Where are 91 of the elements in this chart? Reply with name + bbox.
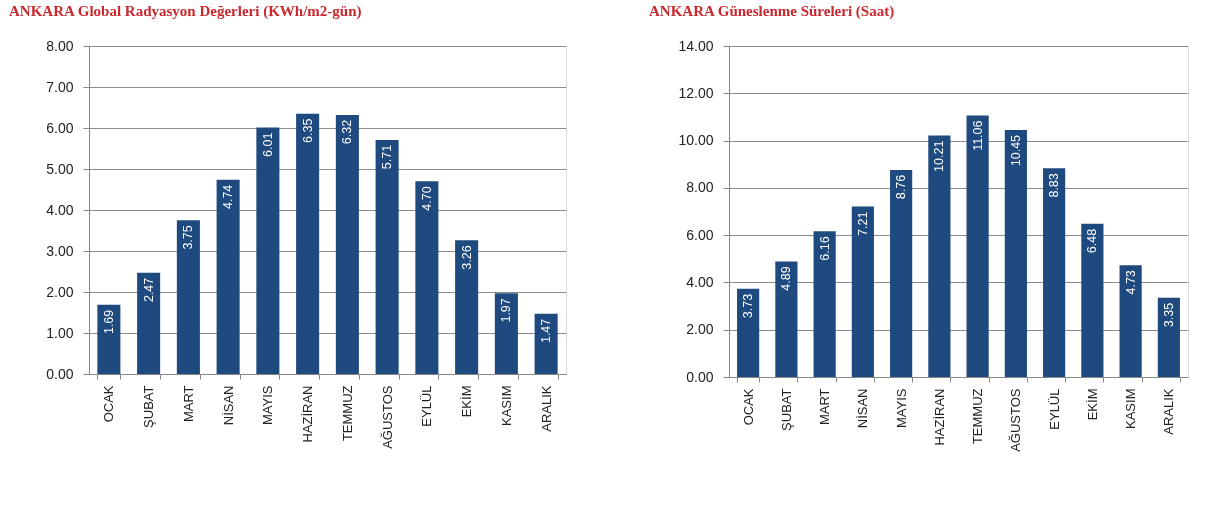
y-tick-label: 0.00 xyxy=(686,368,714,385)
data-label: 4.89 xyxy=(779,266,794,291)
data-label: 11.06 xyxy=(970,120,985,151)
data-label: 7.21 xyxy=(855,211,870,236)
data-label: 8.83 xyxy=(1047,173,1062,198)
bar xyxy=(176,220,200,374)
chart-title: ANKARA Güneslenme Süreleri (Saat) xyxy=(649,3,895,20)
data-label: 3.75 xyxy=(181,225,196,250)
x-tick-label: OCAK xyxy=(740,388,756,426)
y-tick-label: 8.00 xyxy=(46,37,74,54)
x-tick-label: EYLÜL xyxy=(419,385,435,427)
bar xyxy=(375,139,399,374)
x-tick-label: TEMMUZ xyxy=(970,388,986,445)
x-tick-label: EYLÜL xyxy=(1046,388,1062,430)
y-tick-label: 8.00 xyxy=(686,179,714,196)
data-label: 2.47 xyxy=(141,277,156,303)
x-tick-label: AĞUSTOS xyxy=(379,385,395,449)
x-tick-label: OCAK xyxy=(101,385,117,423)
data-label: 6.32 xyxy=(340,119,355,145)
x-tick-label: ARALIK xyxy=(538,385,554,432)
data-label: 4.74 xyxy=(221,184,236,209)
bar xyxy=(1043,168,1066,377)
data-label: 3.26 xyxy=(459,245,474,270)
y-tick-label: 3.00 xyxy=(46,242,74,259)
x-tick-label: EKİM xyxy=(459,385,475,418)
bar xyxy=(455,240,479,374)
x-tick-label: MART xyxy=(817,388,833,426)
bar xyxy=(966,115,989,377)
data-label: 6.48 xyxy=(1085,228,1100,254)
y-tick-label: 2.00 xyxy=(686,321,714,338)
data-label: 1.69 xyxy=(101,309,116,335)
bar xyxy=(1081,223,1104,377)
y-tick-label: 12.00 xyxy=(678,84,714,101)
bar xyxy=(296,113,320,374)
bar xyxy=(494,293,518,374)
bar xyxy=(216,179,240,374)
data-label: 4.73 xyxy=(1123,270,1138,295)
y-tick-label: 6.00 xyxy=(46,119,74,136)
data-label: 1.97 xyxy=(499,298,514,323)
bar xyxy=(415,181,439,374)
y-tick-label: 1.00 xyxy=(46,324,74,341)
bar xyxy=(97,304,121,374)
bar xyxy=(534,313,558,374)
x-tick-label: ŞUBAT xyxy=(778,388,794,431)
data-label: 6.16 xyxy=(817,236,832,261)
bar xyxy=(1119,265,1142,377)
x-tick-label: HAZİRAN xyxy=(931,388,947,446)
bar xyxy=(1157,297,1180,377)
data-label: 4.70 xyxy=(419,186,434,211)
y-tick-label: 7.00 xyxy=(46,78,74,95)
y-tick-label: 4.00 xyxy=(46,201,74,218)
data-label: 10.45 xyxy=(1008,134,1023,167)
x-tick-label: ŞUBAT xyxy=(141,385,157,428)
x-tick-label: MAYIS xyxy=(260,385,276,425)
x-tick-label: MART xyxy=(180,385,196,423)
bar xyxy=(335,114,359,374)
data-label: 10.21 xyxy=(932,140,947,172)
x-tick-label: EKİM xyxy=(1084,388,1100,421)
x-tick-label: ARALIK xyxy=(1161,388,1177,435)
x-tick-label: HAZİRAN xyxy=(300,385,316,443)
y-tick-label: 10.00 xyxy=(678,132,714,149)
bar xyxy=(256,127,280,374)
data-label: 3.35 xyxy=(1161,302,1176,328)
bar xyxy=(851,206,874,377)
x-tick-label: KASIM xyxy=(1123,388,1139,429)
x-tick-label: KASIM xyxy=(498,385,514,426)
y-tick-label: 2.00 xyxy=(46,283,74,300)
y-tick-label: 4.00 xyxy=(686,273,714,290)
bar xyxy=(775,261,798,377)
y-tick-label: 0.00 xyxy=(46,365,74,382)
y-tick-label: 6.00 xyxy=(686,226,714,243)
data-label: 6.01 xyxy=(260,132,275,157)
bar xyxy=(813,231,836,377)
chart-title: ANKARA Global Radyasyon Değerleri (KWh/m2-gün) xyxy=(9,3,362,20)
bar xyxy=(137,272,161,374)
y-tick-label: 5.00 xyxy=(46,160,74,177)
data-label: 8.76 xyxy=(894,174,909,200)
bar xyxy=(890,169,913,377)
bar xyxy=(1004,129,1027,377)
bar xyxy=(737,288,760,377)
data-label: 3.73 xyxy=(741,293,756,319)
data-label: 5.71 xyxy=(380,144,395,170)
x-tick-label: MAYIS xyxy=(893,388,909,428)
x-tick-label: NİSAN xyxy=(220,385,236,426)
x-tick-label: NİSAN xyxy=(855,388,871,429)
data-label: 1.47 xyxy=(539,318,554,344)
x-tick-label: AĞUSTOS xyxy=(1008,388,1024,452)
bar xyxy=(928,135,951,377)
data-label: 6.35 xyxy=(300,118,315,143)
x-tick-label: TEMMUZ xyxy=(339,385,355,442)
y-tick-label: 14.00 xyxy=(678,37,714,54)
